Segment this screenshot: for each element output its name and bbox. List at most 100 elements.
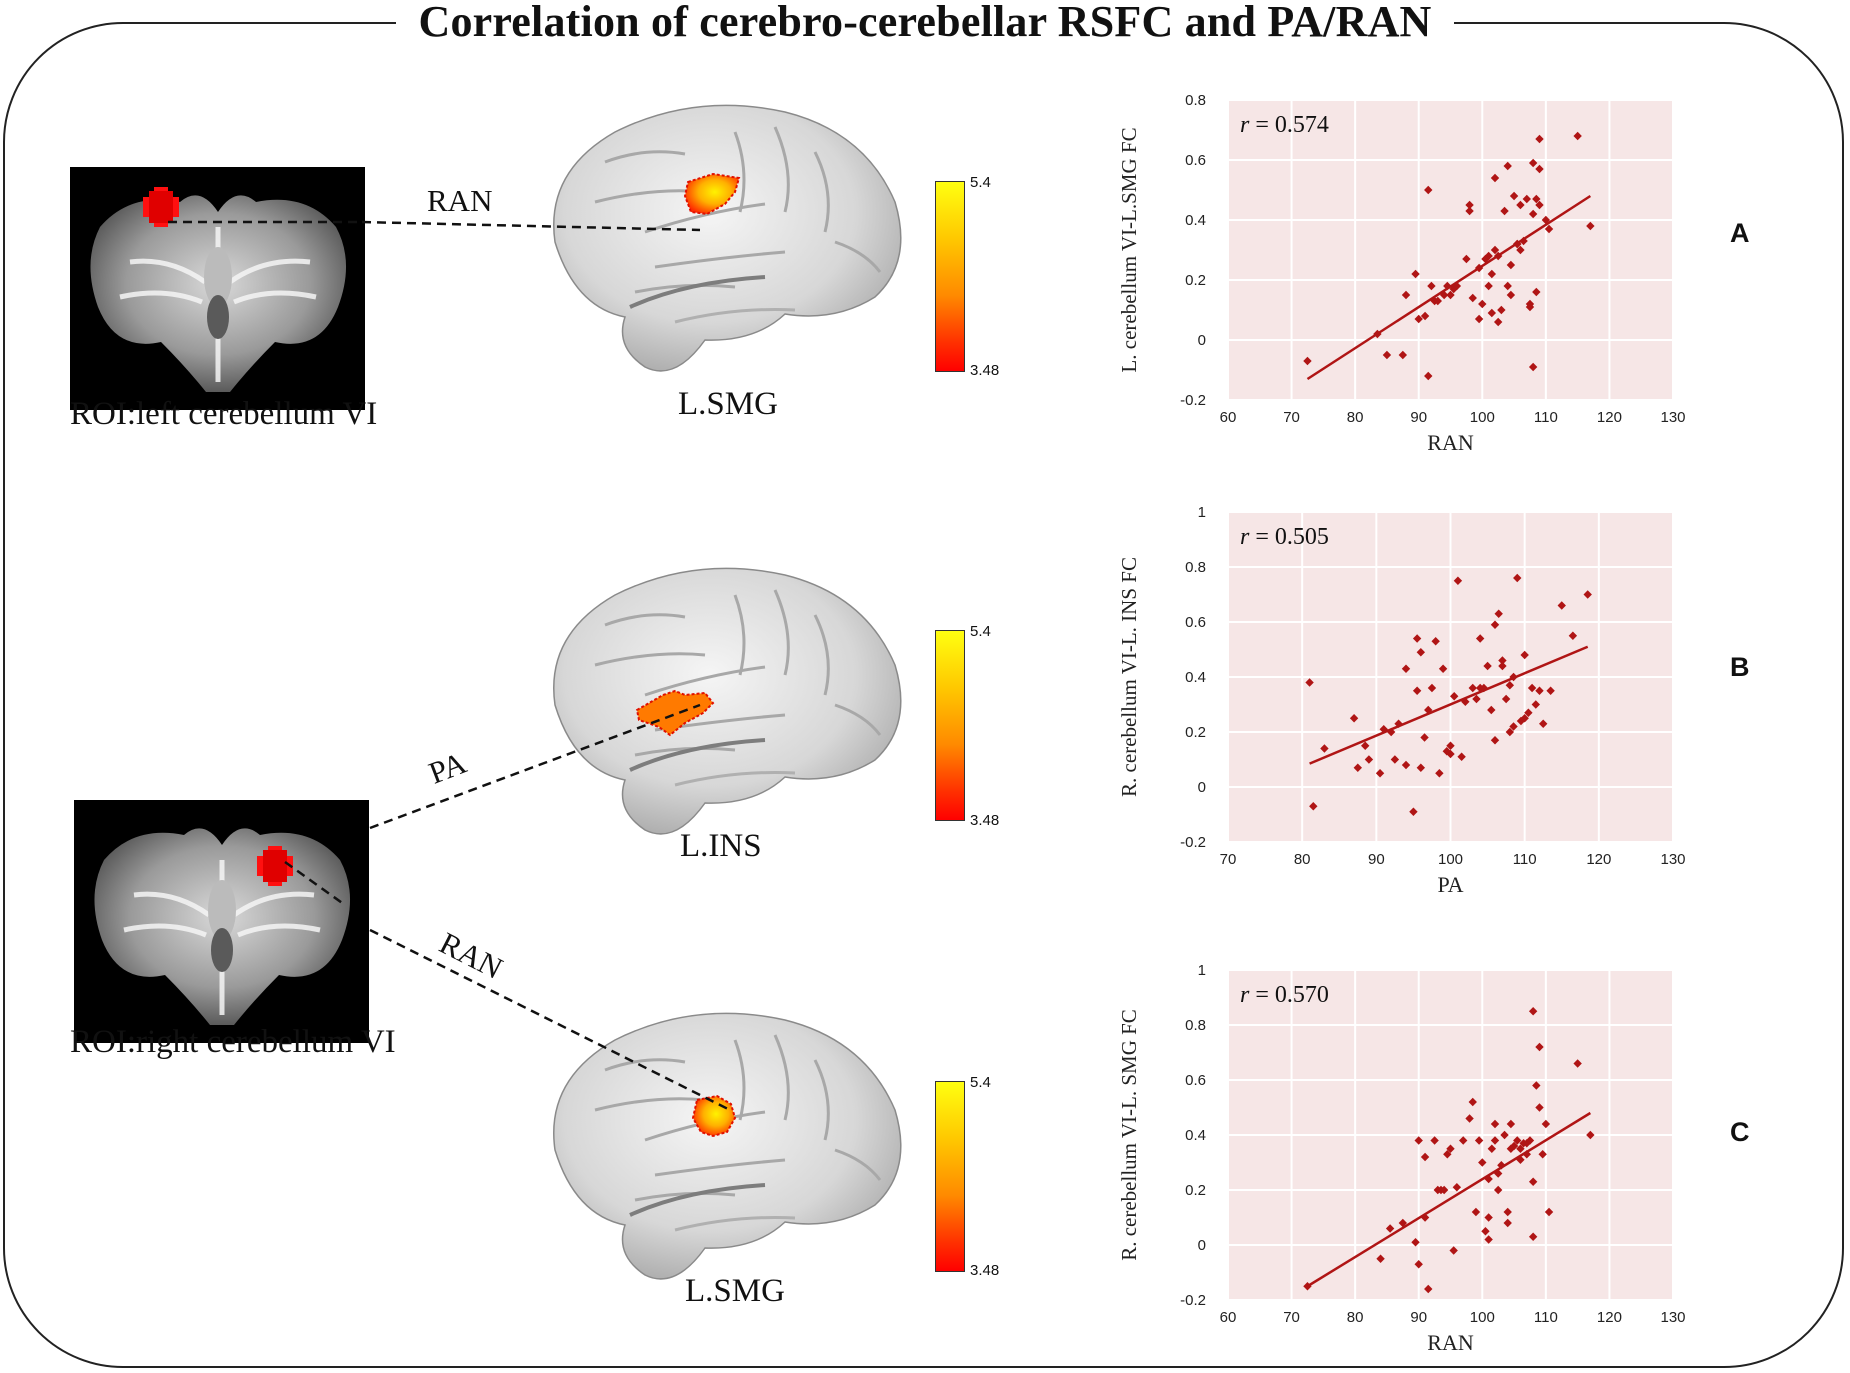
data-point [1468,293,1477,303]
data-point [1535,164,1544,174]
data-point [1532,1081,1541,1090]
data-point [1446,749,1455,759]
data-point [1420,1213,1430,1222]
data-point [1538,1150,1547,1159]
data-point [1446,741,1455,750]
title-bar: Correlation of cerebro-cerebellar RSFC a… [0,0,1850,50]
data-point [1513,1136,1522,1145]
x-tick-label: 100 [1470,1309,1495,1326]
data-point [1424,371,1433,381]
data-point [1424,185,1433,195]
data-point [1490,173,1500,183]
brain-smg-top [553,104,902,372]
connection-line-bottom [284,860,731,1112]
data-point [1509,722,1518,731]
colorbar-top [935,181,965,372]
data-point [1475,634,1485,643]
data-point [1478,299,1487,309]
y-tick-label: 0.2 [1185,1182,1206,1199]
scatter-chart-c: 60 70 80 90 100 110 120 130 -0.2 0 0.2 0.4 0.6 0.8 1 RA… [1117,962,1686,1355]
data-point [1446,1144,1455,1153]
data-point [1449,1246,1458,1255]
data-point [1416,648,1426,657]
data-point [1484,1174,1493,1184]
data-point [1442,747,1451,756]
data-point [1516,1155,1525,1164]
data-point [1506,1144,1516,1153]
data-point [1468,683,1477,693]
data-point [1390,755,1400,764]
x-tick-label: 100 [1470,409,1495,426]
data-point [1453,576,1463,585]
data-point [1520,650,1529,660]
y-tick-label: 0.6 [1185,152,1206,169]
x-tick-label: 130 [1660,851,1685,868]
data-point [1401,760,1411,770]
scatter-chart-a: 60 70 80 90 100 110 120 130 -0.2 0 0.2 0.4 0.6 0.8 RAN… [1117,92,1686,455]
data-point [1535,1042,1544,1052]
x-tick-label: 60 [1220,1309,1237,1326]
data-point [1411,269,1420,279]
brain-smg-bottom [553,1012,902,1280]
roi-left-caption: ROI:left cerebellum VI [70,396,378,432]
data-point [1509,672,1518,682]
data-point [1535,686,1544,695]
figure-title: Correlation of cerebro-cerebellar RSFC a… [396,0,1454,46]
data-point [1503,281,1512,291]
data-point [1309,802,1318,811]
x-tick-label: 110 [1534,409,1558,426]
data-point [1452,1183,1462,1192]
data-point [1412,634,1422,643]
data-point [1439,1185,1449,1195]
y-axis-label: L. cerebellum VI-L.SMG FC [1117,127,1141,372]
x-tick-label: 80 [1347,409,1364,426]
data-point [1401,664,1411,673]
data-point [1394,719,1403,728]
data-point [1457,752,1466,761]
x-axis-label: RAN [1427,1330,1474,1355]
y-axis-label: R. cerebellum VI-L. SMG FC [1117,1009,1141,1261]
data-point [1483,661,1492,671]
data-point [1416,763,1426,772]
y-tick-label: 0.6 [1185,614,1206,631]
correlation-annotation: r = 0.574 [1240,112,1329,138]
data-point [1468,1097,1477,1107]
x-tick-label: 120 [1597,1309,1622,1326]
x-tick-label: 110 [1513,851,1537,868]
data-point [1401,290,1411,300]
x-tick-label: 80 [1294,851,1311,868]
y-tick-label: 0.4 [1185,1127,1206,1144]
y-tick-label: 0.2 [1185,272,1206,289]
colorbar-middle-max: 5.4 [970,623,991,640]
y-axis-label: R. cerebellum VI-L. INS FC [1117,557,1141,797]
colorbar-bottom-max: 5.4 [970,1074,991,1091]
data-point [1573,1059,1582,1068]
data-point [1535,134,1544,144]
x-tick-label: 60 [1220,409,1237,426]
fit-line [1309,645,1589,765]
data-point [1349,714,1359,723]
panel-letter-a: A [1730,218,1750,248]
y-tick-label: 0.8 [1185,559,1206,576]
data-point [1431,637,1440,646]
data-point [1409,807,1418,816]
data-point [1539,719,1548,728]
data-point [1490,1119,1500,1129]
connection-label-top: RAN [427,183,493,218]
x-tick-label: 70 [1283,409,1300,426]
data-point [1583,590,1592,599]
data-point [1364,755,1374,764]
correlation-annotation: r = 0.505 [1240,524,1329,550]
data-point [1471,1207,1481,1217]
plot-background [1228,100,1673,400]
data-point [1450,692,1459,701]
data-point [1424,1284,1433,1294]
colorbar-top-min: 3.48 [970,362,1000,379]
colorbar-bottom [935,1081,965,1272]
x-tick-label: 120 [1597,409,1622,426]
data-point [1490,736,1500,745]
data-point [1424,705,1433,715]
data-point [1528,1177,1538,1186]
data-point [1520,714,1529,723]
